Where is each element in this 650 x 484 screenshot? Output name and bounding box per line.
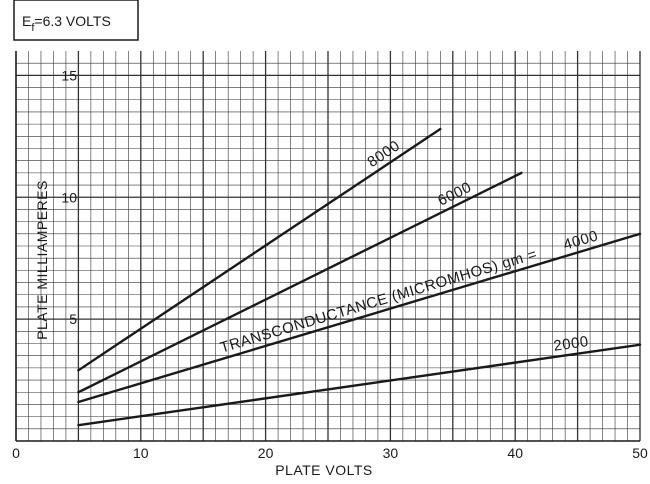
- series-line-2000: [77, 343, 642, 427]
- y-tick-label: 5: [69, 311, 77, 327]
- y-axis-title: PLATE MILLIAMPERES: [34, 180, 50, 340]
- axes: [15, 51, 641, 442]
- x-tick-label: 0: [12, 445, 20, 461]
- y-tick-label: 15: [61, 67, 77, 83]
- x-axis-title: PLATE VOLTS: [275, 462, 373, 478]
- series-line-6000: [77, 171, 523, 394]
- heater-voltage-note: Ef=6.3 VOLTS: [13, 0, 139, 41]
- heater-note-subscript: f: [31, 22, 35, 34]
- x-tick-label: 50: [632, 445, 648, 461]
- heater-note-box: [13, 0, 139, 41]
- x-tick-label: 10: [133, 445, 149, 461]
- grid: [16, 51, 640, 441]
- x-tick-label: 20: [258, 445, 274, 461]
- heater-note-prefix: E: [22, 13, 31, 29]
- series-label-2000: 2000: [552, 333, 589, 355]
- series-line-4000: [77, 232, 642, 404]
- series-lines: [77, 127, 642, 427]
- heater-note-value: =6.3 VOLTS: [34, 13, 110, 29]
- x-tick-label: 30: [383, 445, 399, 461]
- svg-text:Ef=6.3 VOLTS: Ef=6.3 VOLTS: [22, 13, 111, 34]
- x-tick-label: 40: [507, 445, 523, 461]
- series-line-8000: [77, 127, 442, 372]
- y-tick-label: 10: [61, 189, 77, 205]
